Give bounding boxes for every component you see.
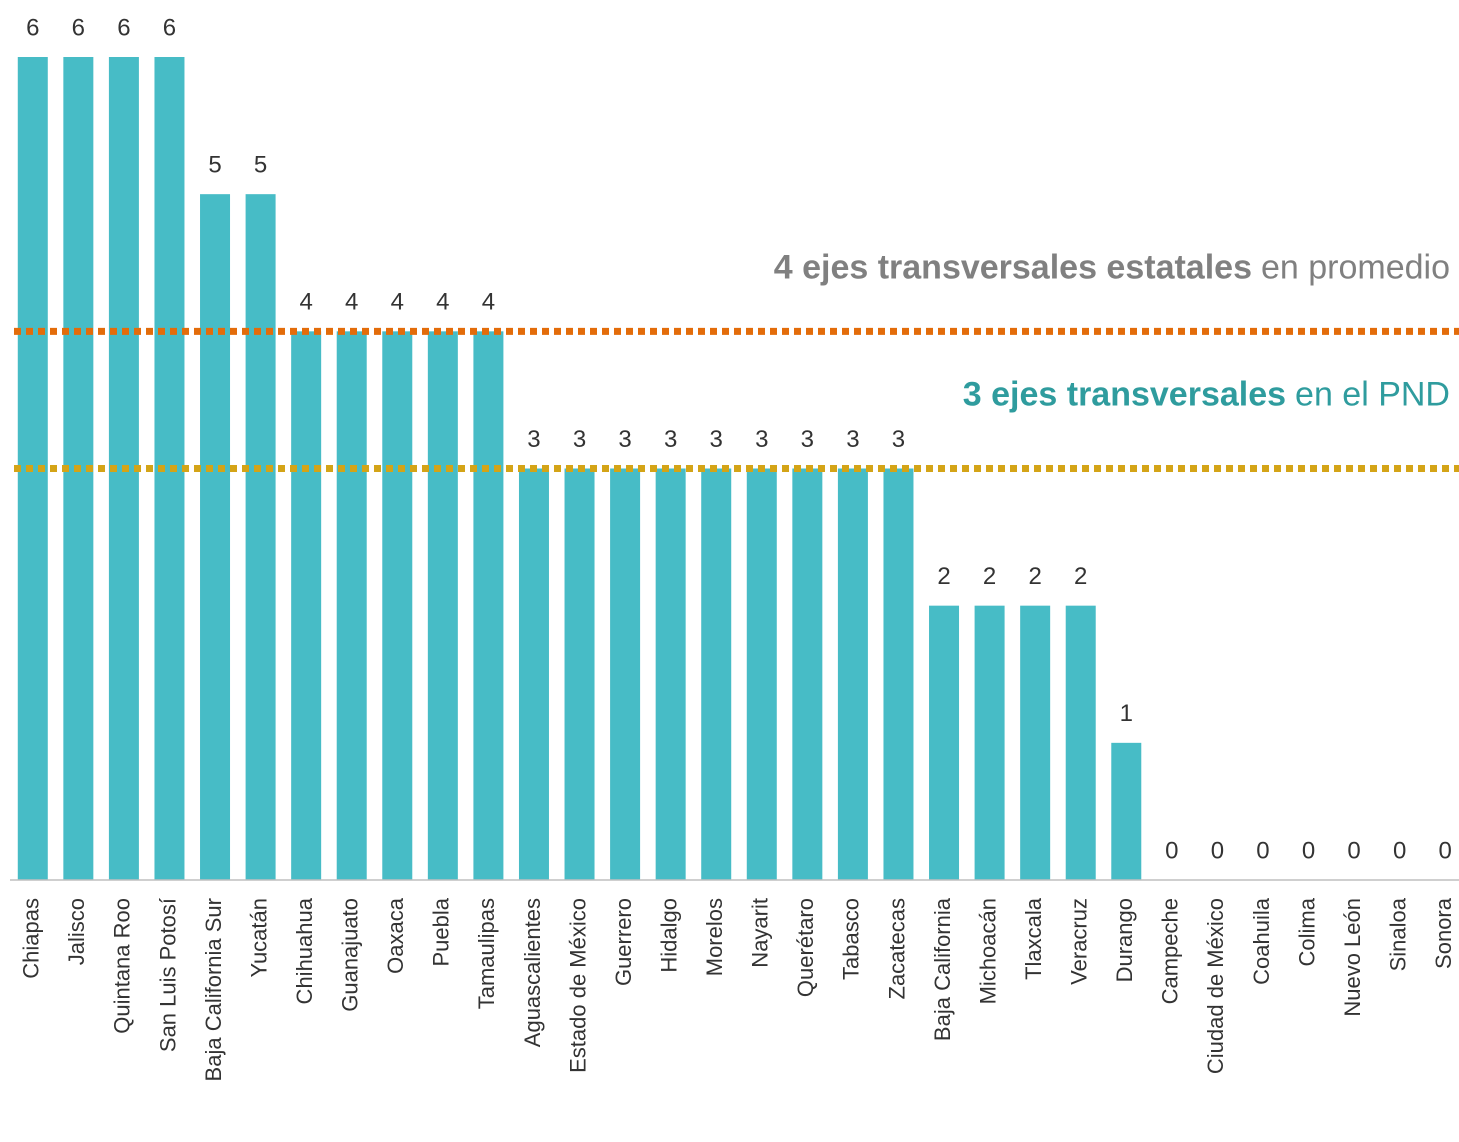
bar [1020,605,1051,880]
bar [336,331,367,880]
bar [929,605,960,880]
x-tick-label: Baja California Sur [201,898,226,1081]
x-tick-label: Nayarit [748,898,773,968]
x-tick-label: Estado de México [565,898,590,1073]
bar [1065,605,1096,880]
x-tick-label: Baja California [930,897,955,1041]
value-label: 0 [1302,837,1315,864]
bar [245,194,276,880]
value-label: 4 [345,289,358,316]
value-label: 0 [1165,837,1178,864]
x-tick-label: San Luis Potosí [155,898,180,1052]
value-label: 0 [1347,837,1360,864]
x-tick-label: Michoacán [975,898,1000,1004]
value-label: 3 [527,426,540,453]
x-tick-label: Campeche [1158,898,1183,1004]
bar [837,468,868,880]
x-tick-label: Coahuila [1249,897,1274,985]
bar [291,331,322,880]
value-label: 3 [892,426,905,453]
bar [200,194,231,880]
x-tick-label: Jalisco [64,898,89,965]
x-tick-label: Querétaro [793,898,818,997]
value-label: 2 [983,563,996,590]
value-label: 6 [26,14,39,41]
value-label: 2 [1074,563,1087,590]
x-tick-label: Tabasco [839,898,864,980]
x-tick-label: Nuevo León [1340,898,1365,1017]
x-tick-label: Guerrero [611,898,636,986]
bar [883,468,914,880]
x-tick-label: Aguascalientes [520,898,545,1047]
value-label: 4 [436,289,449,316]
value-label: 0 [1393,837,1406,864]
value-label: 5 [208,152,221,179]
bar [427,331,458,880]
value-label: 2 [1028,563,1041,590]
bar [1111,742,1142,880]
x-tick-label: Sinaloa [1385,897,1410,971]
value-label: 3 [618,426,631,453]
x-tick-label: Guanajuato [338,898,363,1012]
x-tick-label: Chiapas [19,898,44,979]
bar [564,468,595,880]
value-label: 0 [1256,837,1269,864]
x-tick-label: Colima [1294,897,1319,966]
value-label: 4 [482,289,495,316]
value-label: 3 [801,426,814,453]
bar [610,468,641,880]
x-tick-label: Durango [1112,898,1137,982]
bar [382,331,413,880]
x-tick-label: Tlaxcala [1021,897,1046,980]
x-tick-label: Sonora [1431,897,1456,969]
reference-label-bold: 3 ejes transversales [963,375,1286,413]
x-tick-label: Oaxaca [383,897,408,974]
bar [518,468,549,880]
bar [974,605,1005,880]
value-label: 3 [710,426,723,453]
x-tick-label: Hidalgo [656,898,681,973]
x-tick-label: Tamaulipas [474,898,499,1009]
x-tick-label: Yucatán [246,898,271,978]
value-label: 6 [163,14,176,41]
value-label: 1 [1120,700,1133,727]
x-tick-label: Puebla [429,897,454,966]
reference-label: 4 ejes transversales estatales en promedi… [774,248,1450,286]
x-tick-label: Quintana Roo [110,898,135,1034]
bar [792,468,823,880]
value-label: 4 [391,289,404,316]
reference-label: 3 ejes transversales en el PND [963,375,1450,413]
value-label: 3 [755,426,768,453]
value-label: 3 [846,426,859,453]
reference-label-rest: en el PND [1295,375,1450,413]
bar [655,468,686,880]
reference-label-bold: 4 ejes transversales estatales [774,248,1252,286]
x-tick-label: Chihuahua [292,897,317,1004]
bar [701,468,732,880]
x-tick-label: Veracruz [1067,898,1092,985]
value-label: 3 [664,426,677,453]
bar [746,468,777,880]
value-label: 3 [573,426,586,453]
value-label: 0 [1439,837,1452,864]
value-label: 6 [117,14,130,41]
value-label: 6 [72,14,85,41]
value-label: 5 [254,152,267,179]
x-tick-label: Ciudad de México [1203,898,1228,1074]
x-tick-label: Zacatecas [884,898,909,1000]
bar [473,331,504,880]
value-label: 0 [1211,837,1224,864]
value-label: 4 [299,289,312,316]
x-tick-label: Morelos [702,898,727,976]
reference-label-rest: en promedio [1261,248,1450,286]
value-label: 2 [937,563,950,590]
